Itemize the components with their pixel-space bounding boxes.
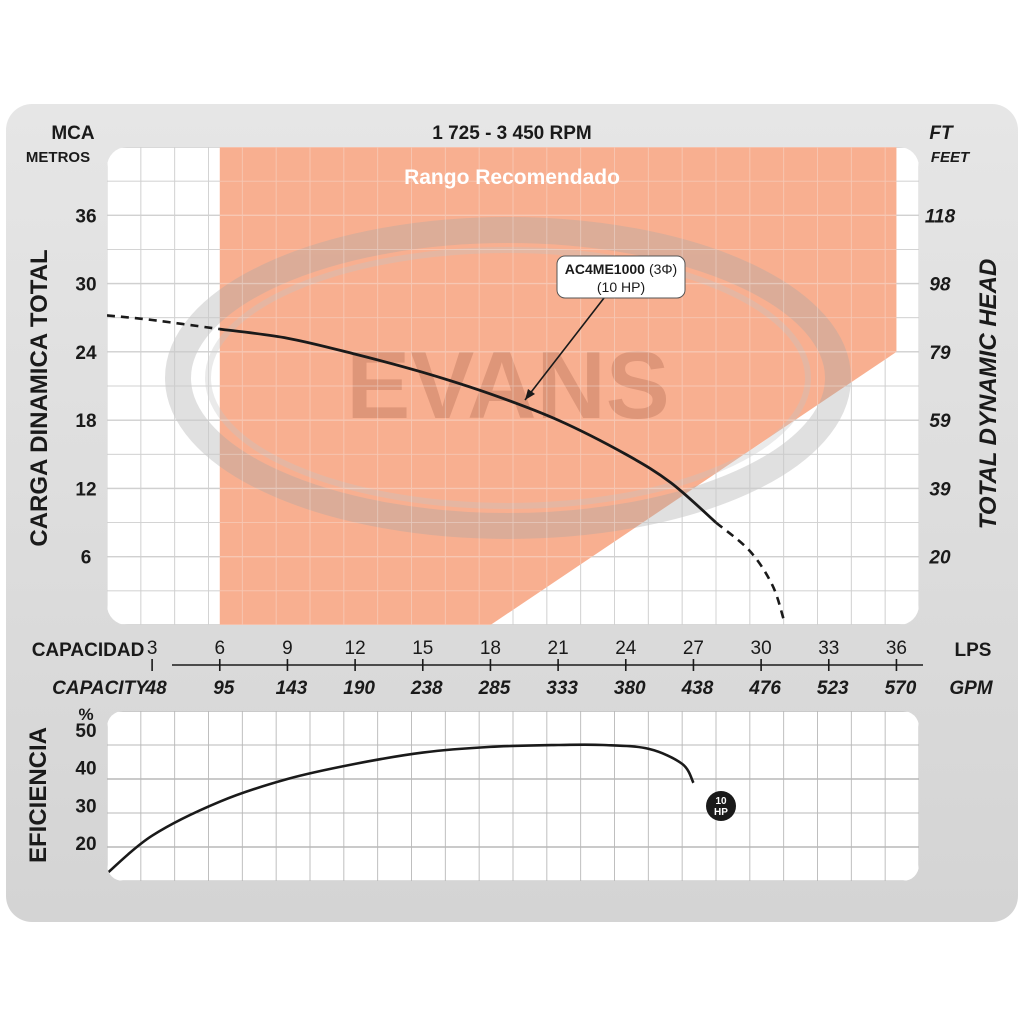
efficiency-tick-label: 30 [75,796,96,817]
left-y-tick-label: 30 [75,275,96,296]
head-grid-overlay [107,147,919,625]
right-y-tick-label: 20 [928,548,951,569]
efficiency-unit: % [78,705,93,724]
lps-tick-label: 12 [345,638,366,659]
efficiency-tick-label: 20 [75,834,96,855]
gpm-unit: GPM [949,678,993,699]
head-curve-dashed-low [107,314,220,331]
left-y-tick-label: 18 [75,411,96,432]
hp-badge-line1: 10 [715,796,727,807]
efficiency-curve [107,743,695,875]
efficiency-grid [107,711,919,881]
capacity-label-en: CAPACITY [52,678,150,699]
lps-unit: LPS [955,640,992,661]
left-y-tick-label: 6 [81,548,92,569]
efficiency-tick-labels: 20 30 40 50 [75,721,96,855]
x-axis: 3 48 6 95 9 143 12 190 15 238 18 285 21 333 24 380 27 438… [145,638,923,699]
gpm-tick-label: 523 [817,678,849,699]
efficiency-plot-area: 10 HP [107,711,919,881]
lps-tick-label: 3 [147,638,158,659]
recommended-range-label: Rango Recomendado [404,166,620,189]
head-curve-dashed-high [715,521,785,620]
gpm-tick-label: 285 [478,678,511,699]
capacity-label-es: CAPACIDAD [32,640,145,661]
left-y-tick-labels: 6 12 18 24 30 36 [75,206,97,568]
lps-tick-label: 18 [480,638,501,659]
rpm-title: 1 725 - 3 450 RPM [432,123,591,144]
left-y-tick-label: 12 [75,479,96,500]
lps-tick-label: 36 [886,638,907,659]
lps-tick-label: 6 [214,638,225,659]
annotation-arrowhead [525,389,535,400]
right-unit-sub: FEET [931,149,971,166]
gpm-tick-label: 570 [885,678,917,699]
right-y-tick-label: 59 [929,411,951,432]
left-unit-sub: METROS [26,149,90,166]
lps-tick-label: 33 [818,638,839,659]
right-y-tick-label: 98 [929,275,951,296]
head-curve [219,327,717,524]
gpm-tick-label: 438 [681,678,714,699]
model-annotation: AC4ME1000 (3Φ) (10 HP) [524,255,686,401]
annotation-phase: (3Φ) [649,261,677,277]
hp-badge: 10 HP [706,791,736,821]
gpm-tick-label: 476 [748,678,781,699]
gpm-tick-label: 95 [213,678,235,699]
left-axis-title: CARGA DINAMICA TOTAL [26,249,53,546]
annotation-box [556,255,686,299]
lps-tick-label: 27 [683,638,704,659]
lps-tick-label: 9 [282,638,293,659]
lps-tick-label: 30 [751,638,772,659]
left-y-tick-label: 36 [75,206,96,227]
recommended-range-shape [219,147,897,625]
right-y-tick-labels: 20 39 59 79 98 118 [925,206,956,568]
watermark-text: EVANS [346,332,670,439]
annotation-model: AC4ME1000 [565,261,645,277]
gpm-tick-label: 333 [546,678,578,699]
right-unit: FT [929,123,954,144]
gpm-tick-label: 48 [145,678,168,699]
gpm-tick-label: 380 [614,678,646,699]
efficiency-tick-label: 40 [75,759,96,780]
efficiency-axis-title: EFICIENCIA [25,727,52,863]
evans-watermark: EVANS [165,217,851,539]
annotation-model-line: AC4ME1000 (3Φ) [565,261,677,277]
lps-tick-label: 15 [412,638,433,659]
right-y-tick-label: 79 [929,343,951,364]
lps-tick-label: 24 [615,638,637,659]
efficiency-tick-label: 50 [75,721,96,742]
right-y-tick-label: 118 [925,206,956,227]
gpm-tick-label: 190 [343,678,375,699]
gpm-tick-label: 143 [276,678,308,699]
gpm-tick-label: 238 [410,678,443,699]
right-y-tick-label: 39 [929,479,951,500]
annotation-pointer [524,297,605,401]
right-axis-title: TOTAL DYNAMIC HEAD [975,259,1002,530]
hp-badge-circle [706,791,736,821]
lps-tick-label: 21 [548,638,569,659]
left-unit: MCA [51,123,95,144]
annotation-power: (10 HP) [597,279,645,295]
left-y-tick-label: 24 [75,343,97,364]
hp-badge-line2: HP [714,807,728,818]
head-plot-area: EVANS Rango Recomendado [107,147,919,625]
